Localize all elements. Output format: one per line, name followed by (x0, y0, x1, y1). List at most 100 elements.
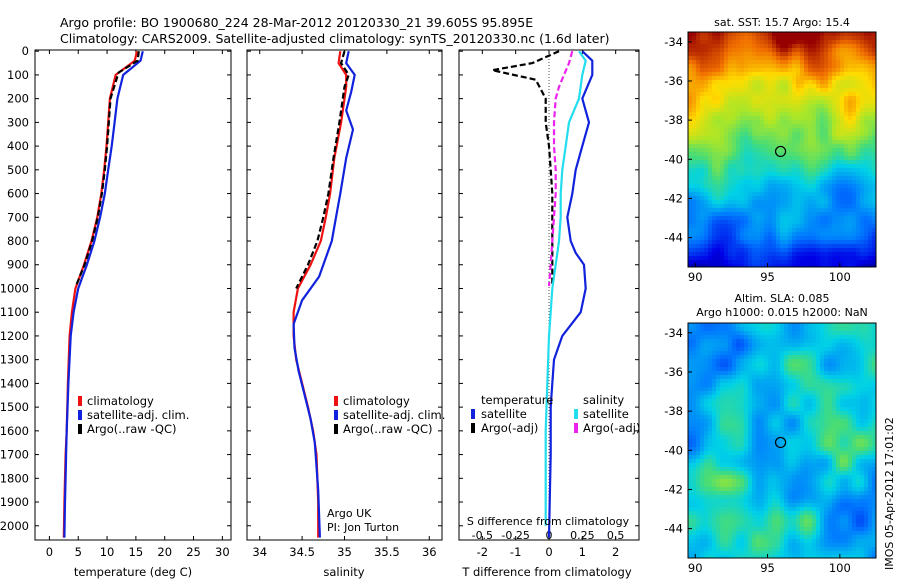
heatmap-cell (708, 188, 713, 193)
heatmap-cell (864, 475, 869, 480)
heatmap-cell (820, 264, 825, 267)
heatmap-cell (704, 387, 709, 392)
heatmap-cell (688, 152, 693, 157)
heatmap-cell (752, 92, 757, 97)
heatmap-cell (764, 379, 769, 384)
heatmap-cell (828, 423, 833, 428)
heatmap-cell (844, 60, 849, 65)
heatmap-cell (740, 451, 745, 456)
heatmap-cell (848, 156, 853, 161)
heatmap-cell (824, 447, 829, 452)
heatmap-cell (768, 196, 773, 201)
heatmap-cell (792, 176, 797, 181)
heatmap-cell (740, 120, 745, 125)
heatmap-cell (716, 240, 721, 245)
heatmap-cell (828, 108, 833, 113)
heatmap-cell (860, 52, 865, 57)
heatmap-cell (720, 220, 725, 225)
heatmap-cell (748, 120, 753, 125)
heatmap-cell (752, 383, 757, 388)
x-tick-label: 35 (337, 545, 352, 559)
heatmap-cell (704, 60, 709, 65)
heatmap-cell (696, 72, 701, 77)
heatmap-cell (776, 256, 781, 261)
heatmap-cell (724, 455, 729, 460)
heatmap-cell (844, 184, 849, 189)
heatmap-cell (724, 196, 729, 201)
heatmap-cell (808, 419, 813, 424)
heatmap-cell (796, 172, 801, 177)
heatmap-cell (716, 184, 721, 189)
heatmap-cell (752, 475, 757, 480)
heatmap-cell (776, 164, 781, 169)
heatmap-cell (736, 471, 741, 476)
heatmap-cell (832, 184, 837, 189)
heatmap-cell (792, 355, 797, 360)
heatmap-cell (740, 459, 745, 464)
heatmap-cell (688, 240, 693, 245)
heatmap-cell (732, 208, 737, 213)
heatmap-cell (872, 459, 876, 464)
heatmap-cell (696, 487, 701, 492)
heatmap-cell (700, 391, 705, 396)
heatmap-cell (868, 44, 873, 49)
heatmap-cell (860, 375, 865, 380)
heatmap-cell (724, 212, 729, 217)
heatmap-cell (856, 367, 861, 372)
heatmap-cell (720, 248, 725, 253)
heatmap-cell (776, 52, 781, 57)
heatmap-cell (804, 443, 809, 448)
heatmap-cell (696, 419, 701, 424)
heatmap-cell (780, 463, 785, 468)
heatmap-cell (868, 479, 873, 484)
heatmap-cell (856, 124, 861, 129)
heatmap-cell (772, 264, 777, 267)
heatmap-cell (784, 48, 789, 53)
heatmap-cell (816, 200, 821, 205)
heatmap-cell (772, 407, 777, 412)
heatmap-cell (696, 56, 701, 61)
heatmap-cell (792, 339, 797, 344)
heatmap-cell (784, 395, 789, 400)
heatmap-cell (788, 240, 793, 245)
heatmap-cell (704, 116, 709, 121)
heatmap-cell (728, 479, 733, 484)
map-y-tick-label: -42 (664, 191, 683, 205)
heatmap-cell (848, 347, 853, 352)
heatmap-cell (736, 427, 741, 432)
heatmap-cell (868, 483, 873, 488)
heatmap-cell (868, 224, 873, 229)
heatmap-cell (772, 112, 777, 117)
heatmap-cell (756, 483, 761, 488)
heatmap-cell (756, 395, 761, 400)
heatmap-cell (824, 140, 829, 145)
heatmap-cell (872, 335, 876, 340)
heatmap-cell (728, 343, 733, 348)
heatmap-cell (724, 44, 729, 49)
heatmap-cell (836, 419, 841, 424)
heatmap-cell (736, 56, 741, 61)
heatmap-cell (832, 48, 837, 53)
heatmap-cell (720, 236, 725, 241)
heatmap-cell (808, 252, 813, 257)
heatmap-cell (716, 403, 721, 408)
heatmap-cell (700, 100, 705, 105)
heatmap-cell (780, 327, 785, 332)
heatmap-cell (764, 44, 769, 49)
heatmap-cell (716, 411, 721, 416)
heatmap-cell (732, 88, 737, 93)
heatmap-cell (704, 220, 709, 225)
heatmap-cell (816, 120, 821, 125)
heatmap-cell (724, 431, 729, 436)
heatmap-cell (716, 212, 721, 217)
heatmap-cell (780, 128, 785, 133)
heatmap-cell (780, 347, 785, 352)
heatmap-cell (776, 88, 781, 93)
s-diff-tick-label: -0.25 (501, 529, 529, 542)
heatmap-cell (688, 108, 693, 113)
heatmap-cell (700, 343, 705, 348)
heatmap-cell (732, 48, 737, 53)
heatmap-cell (776, 48, 781, 53)
heatmap-cell (700, 383, 705, 388)
heatmap-cell (724, 96, 729, 101)
